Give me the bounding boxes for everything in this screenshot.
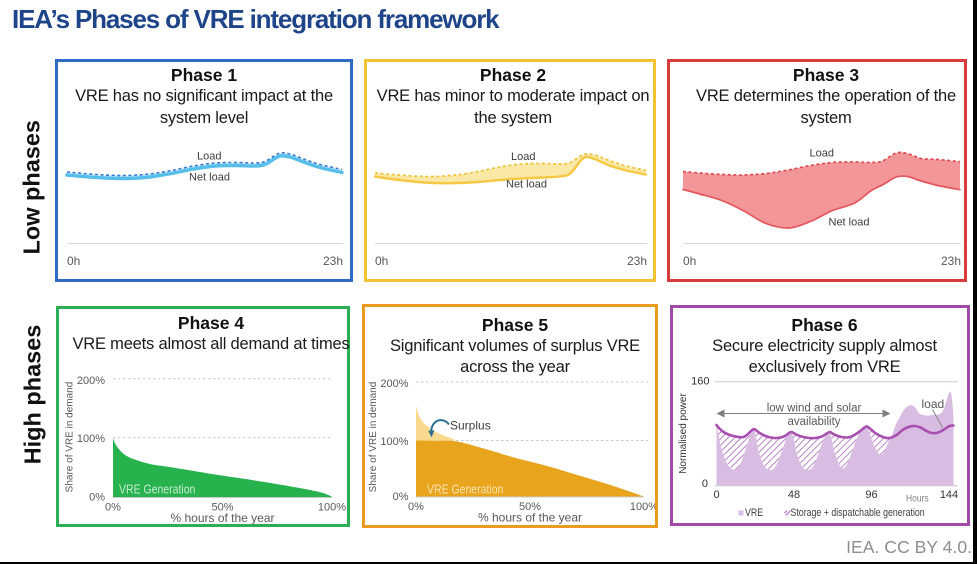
svg-text:0h: 0h	[683, 254, 696, 268]
svg-text:200%: 200%	[380, 378, 408, 390]
svg-text:23h: 23h	[323, 254, 343, 268]
svg-text:100%: 100%	[380, 436, 408, 448]
svg-text:50%: 50%	[211, 502, 233, 514]
svg-text:Hours: Hours	[906, 492, 929, 503]
svg-text:144: 144	[939, 489, 957, 501]
svg-text:Share of VRE in demand: Share of VRE in demand	[368, 382, 379, 493]
svg-text:48: 48	[787, 489, 799, 501]
svg-text:0%: 0%	[105, 502, 121, 514]
svg-text:availability: availability	[787, 416, 840, 428]
svg-text:% hours of the year: % hours of the year	[170, 511, 274, 524]
svg-text:Share of VRE in demand: Share of VRE in demand	[65, 382, 76, 493]
svg-text:50%: 50%	[519, 501, 541, 513]
svg-text:0%: 0%	[393, 491, 409, 503]
svg-text:Storage + dispatchable generat: Storage + dispatchable generation	[790, 507, 924, 519]
svg-text:VRE: VRE	[745, 507, 763, 519]
svg-text:100%: 100%	[630, 501, 655, 513]
svg-text:160: 160	[691, 375, 709, 387]
svg-text:load: load	[921, 396, 944, 410]
svg-text:0h: 0h	[375, 254, 388, 268]
svg-text:100%: 100%	[77, 433, 105, 445]
svg-text:Surplus: Surplus	[450, 419, 491, 433]
svg-text:VRE Generation: VRE Generation	[427, 484, 503, 497]
svg-text:96: 96	[865, 489, 877, 501]
svg-text:Net load: Net load	[829, 217, 870, 229]
svg-text:23h: 23h	[627, 254, 647, 268]
svg-text:23h: 23h	[941, 254, 961, 268]
svg-text:Net load: Net load	[189, 172, 230, 184]
svg-text:Normalised power: Normalised power	[678, 392, 689, 473]
svg-text:Load: Load	[197, 151, 221, 163]
svg-text:0: 0	[713, 489, 719, 501]
svg-text:200%: 200%	[77, 375, 105, 387]
svg-text:VRE Generation: VRE Generation	[119, 484, 195, 497]
svg-text:0%: 0%	[89, 492, 105, 504]
svg-text:100%: 100%	[318, 502, 346, 514]
svg-text:Net load: Net load	[506, 179, 547, 191]
svg-text:low wind and solar: low wind and solar	[766, 402, 861, 414]
svg-text:0%: 0%	[408, 501, 424, 513]
svg-text:0h: 0h	[67, 254, 80, 268]
svg-text:Load: Load	[810, 148, 834, 160]
svg-text:% hours of the year: % hours of the year	[478, 511, 582, 525]
svg-text:0: 0	[701, 478, 707, 490]
svg-text:Load: Load	[511, 151, 535, 163]
